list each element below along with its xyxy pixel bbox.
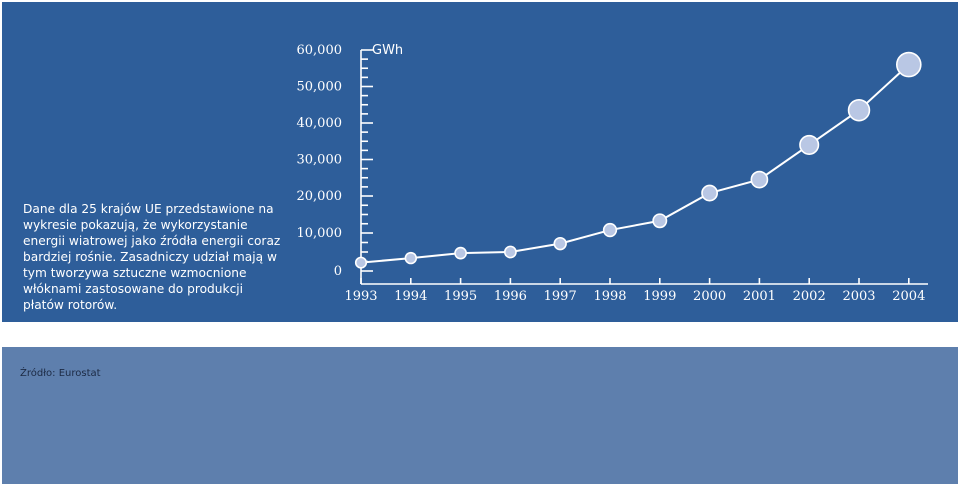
data-point (454, 246, 467, 260)
source-note: Źródło: Eurostat (20, 368, 101, 379)
data-point (799, 134, 820, 155)
unit-label: GWh (372, 43, 403, 58)
x-tick-label: 2002 (793, 289, 826, 304)
x-tick-label: 1996 (494, 289, 527, 304)
x-tick-label: 1995 (444, 289, 477, 304)
y-tick-label: 60,000 (297, 43, 343, 58)
data-point (701, 184, 718, 202)
data-point (895, 51, 922, 78)
footer-panel (2, 347, 958, 484)
y-tick-label: 0 (334, 264, 342, 279)
data-point (503, 245, 517, 259)
x-tick-label: 2001 (743, 289, 776, 304)
y-tick-label: 30,000 (297, 153, 343, 168)
y-tick-label: 10,000 (297, 226, 343, 241)
x-tick-label: 2004 (892, 289, 925, 304)
data-point (652, 213, 668, 229)
x-tick-label: 1998 (593, 289, 626, 304)
data-point (750, 170, 769, 189)
data-point (553, 236, 567, 251)
y-tick-label: 40,000 (297, 116, 343, 131)
chart-description: Dane dla 25 krajów UE przedstawione na w… (23, 202, 281, 312)
data-point (404, 251, 418, 265)
data-point (847, 98, 871, 122)
y-tick-label: 50,000 (297, 80, 343, 95)
x-tick-label: 2000 (693, 289, 726, 304)
data-point (354, 256, 368, 269)
chart-panel (2, 2, 958, 322)
x-tick-label: 1993 (344, 289, 377, 304)
x-tick-label: 1997 (544, 289, 577, 304)
x-tick-label: 1994 (394, 289, 427, 304)
series-line (360, 63, 910, 264)
x-tick-label: 1999 (643, 289, 676, 304)
y-tick-label: 20,000 (297, 189, 343, 204)
data-point (602, 222, 618, 238)
x-tick-label: 2003 (842, 289, 875, 304)
